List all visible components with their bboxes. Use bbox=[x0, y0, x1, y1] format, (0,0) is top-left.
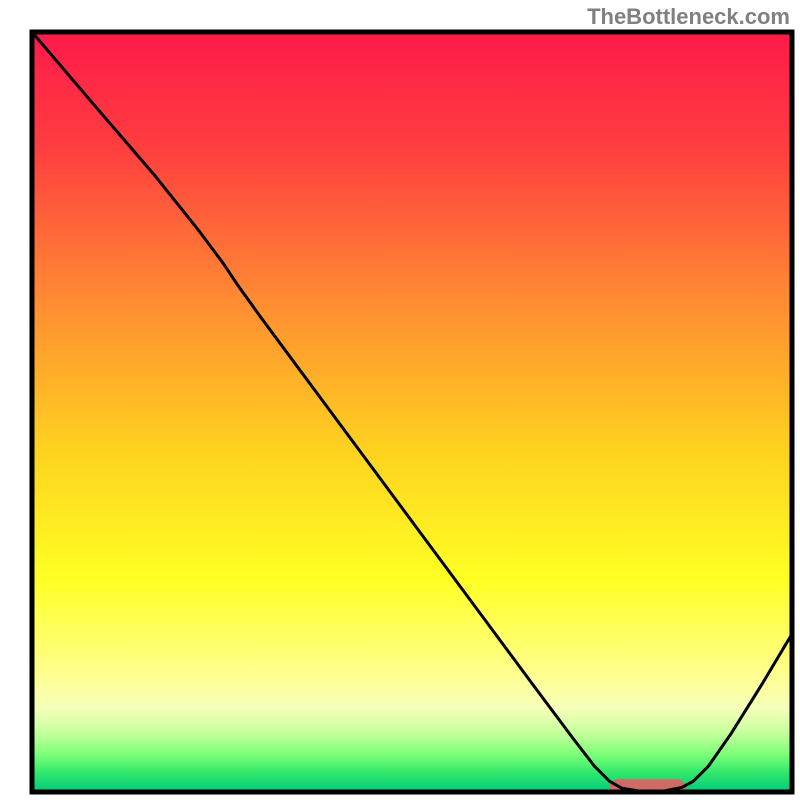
heatmap-gradient-background bbox=[32, 32, 792, 792]
watermark-text: TheBottleneck.com bbox=[587, 4, 790, 30]
plot-area bbox=[32, 32, 792, 799]
chart-canvas bbox=[0, 0, 800, 800]
bottleneck-chart: TheBottleneck.com bbox=[0, 0, 800, 800]
